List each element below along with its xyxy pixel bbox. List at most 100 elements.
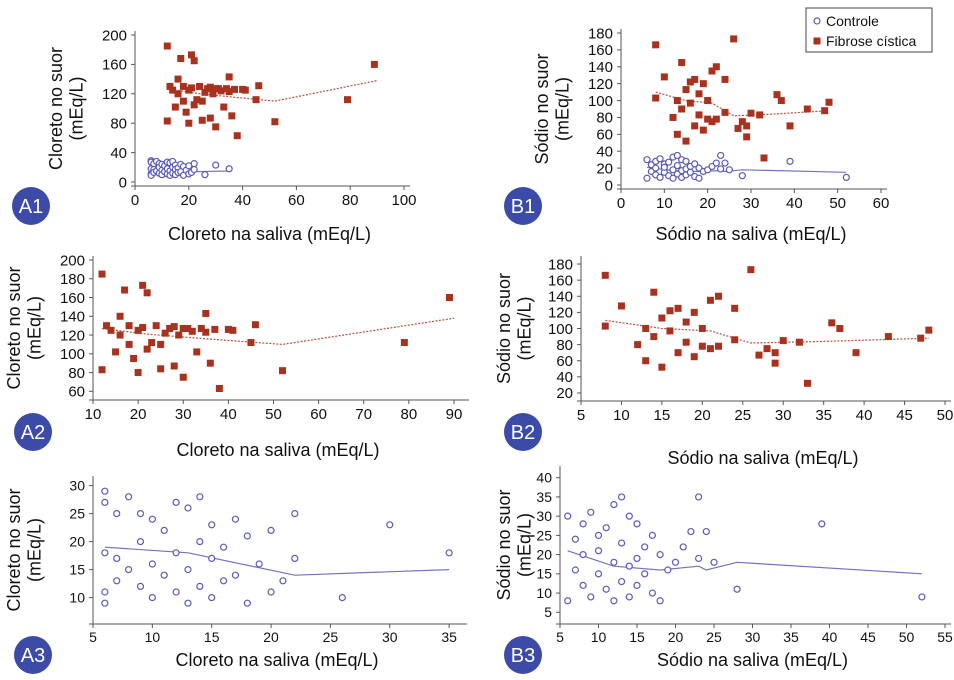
data-point-fibrose	[134, 369, 142, 377]
data-point-controle	[136, 537, 145, 546]
data-point-controle	[656, 597, 664, 605]
x-tick-label: 35	[783, 629, 799, 645]
data-point-controle	[587, 593, 595, 601]
y-tick-label: 40	[596, 143, 613, 160]
data-point-fibrose	[601, 271, 609, 279]
data-point-fibrose	[112, 348, 120, 356]
y-tick-label: 40	[536, 470, 552, 486]
data-point-fibrose	[187, 51, 195, 59]
panel-badge-circle	[14, 413, 52, 451]
data-point-fibrose	[163, 117, 171, 125]
y-axis-label-line: (mEq/L)	[25, 296, 45, 360]
trend-line	[167, 80, 378, 102]
data-point-controle	[255, 560, 263, 568]
x-tick-label: 20	[180, 192, 197, 209]
data-point-fibrose	[193, 96, 201, 104]
data-point-fibrose	[673, 97, 681, 105]
data-point-controle	[184, 599, 192, 607]
y-tick-label: 40	[556, 369, 573, 386]
data-point-fibrose	[116, 331, 124, 339]
data-point-fibrose	[170, 323, 178, 331]
data-point-fibrose	[691, 75, 699, 83]
data-point-controle	[208, 593, 216, 602]
x-axis-label: Cloreto na saliva (mEq/L)	[175, 650, 378, 670]
data-point-fibrose	[175, 331, 183, 339]
legend: Controle Fibrose cística	[805, 7, 933, 53]
data-point-controle	[190, 165, 198, 174]
y-tick-label: 80	[596, 110, 613, 127]
y-tick-label: 25	[536, 527, 552, 543]
x-tick-label: 5	[89, 629, 97, 645]
panel-badge: A1	[12, 187, 50, 225]
data-point-controle	[571, 566, 580, 574]
x-tick-label: 20	[668, 629, 684, 645]
data-point-fibrose	[271, 118, 279, 126]
y-axis-label-line: (mEq/L)	[67, 76, 87, 140]
data-point-controle	[617, 493, 626, 501]
data-point-fibrose	[125, 340, 133, 348]
data-point-fibrose	[98, 366, 106, 374]
data-point-controle	[602, 524, 610, 532]
data-point-controle	[201, 171, 209, 179]
data-point-fibrose	[690, 353, 698, 361]
data-point-fibrose	[252, 96, 260, 104]
data-point-fibrose	[771, 359, 779, 367]
data-point-fibrose	[202, 309, 210, 317]
data-point-fibrose	[231, 85, 239, 93]
data-point-controle	[643, 174, 651, 182]
data-point-controle	[113, 577, 121, 585]
data-point-fibrose	[201, 88, 209, 96]
y-tick-label: 20	[596, 160, 613, 177]
y-axis-label: Cloreto no suor(mEq/L)	[46, 47, 87, 170]
data-point-controle	[101, 487, 109, 495]
data-point-fibrose	[686, 99, 694, 107]
data-point-fibrose	[170, 362, 178, 370]
data-point-fibrose	[650, 333, 658, 341]
x-tick-label: 30	[743, 195, 760, 212]
data-point-fibrose	[777, 97, 785, 105]
x-tick-label: 55	[937, 629, 953, 645]
data-point-fibrose	[803, 379, 811, 387]
data-point-fibrose	[103, 322, 111, 330]
data-point-controle	[721, 159, 729, 167]
data-point-controle	[594, 570, 603, 578]
data-point-fibrose	[682, 338, 690, 346]
data-point-controle	[673, 161, 681, 170]
data-point-controle	[136, 582, 145, 591]
y-tick-label: 80	[110, 115, 127, 132]
y-tick-label: 10	[536, 585, 552, 601]
data-point-fibrose	[188, 327, 196, 335]
data-point-controle	[579, 551, 587, 559]
data-point-controle	[212, 161, 220, 169]
x-tick-label: 5	[577, 407, 585, 424]
data-point-fibrose	[821, 107, 829, 115]
x-tick-label: 30	[745, 629, 761, 645]
data-point-fibrose	[682, 137, 690, 145]
x-axis-label: Sódio na saliva (mEq/L)	[657, 650, 848, 670]
x-axis-label: Sódio na saliva (mEq/L)	[667, 448, 858, 468]
data-point-fibrose	[224, 325, 232, 333]
data-point-fibrose	[241, 86, 249, 94]
data-point-controle	[691, 160, 699, 168]
data-point-controle	[579, 520, 587, 528]
x-tick-label: 40	[856, 407, 873, 424]
data-point-controle	[208, 521, 216, 529]
panel-badge-circle	[12, 187, 50, 225]
y-tick-label: 25	[69, 506, 85, 522]
data-point-controle	[196, 493, 204, 501]
x-tick-label: 40	[234, 192, 251, 209]
data-point-fibrose	[134, 326, 142, 334]
data-point-fibrose	[666, 327, 674, 335]
data-point-fibrose	[731, 304, 739, 312]
data-point-controle	[625, 593, 633, 601]
data-point-fibrose	[148, 339, 156, 347]
y-tick-label: 15	[536, 566, 552, 582]
data-point-fibrose	[229, 326, 237, 334]
data-point-fibrose	[650, 288, 658, 296]
x-tick-label: 25	[734, 407, 751, 424]
data-point-fibrose	[642, 325, 650, 332]
panel-badge-circle	[504, 636, 542, 674]
y-axis-label: Cloreto no suor(mEq/L)	[4, 488, 45, 611]
data-point-fibrose	[177, 55, 185, 63]
data-point-fibrose	[174, 75, 182, 83]
